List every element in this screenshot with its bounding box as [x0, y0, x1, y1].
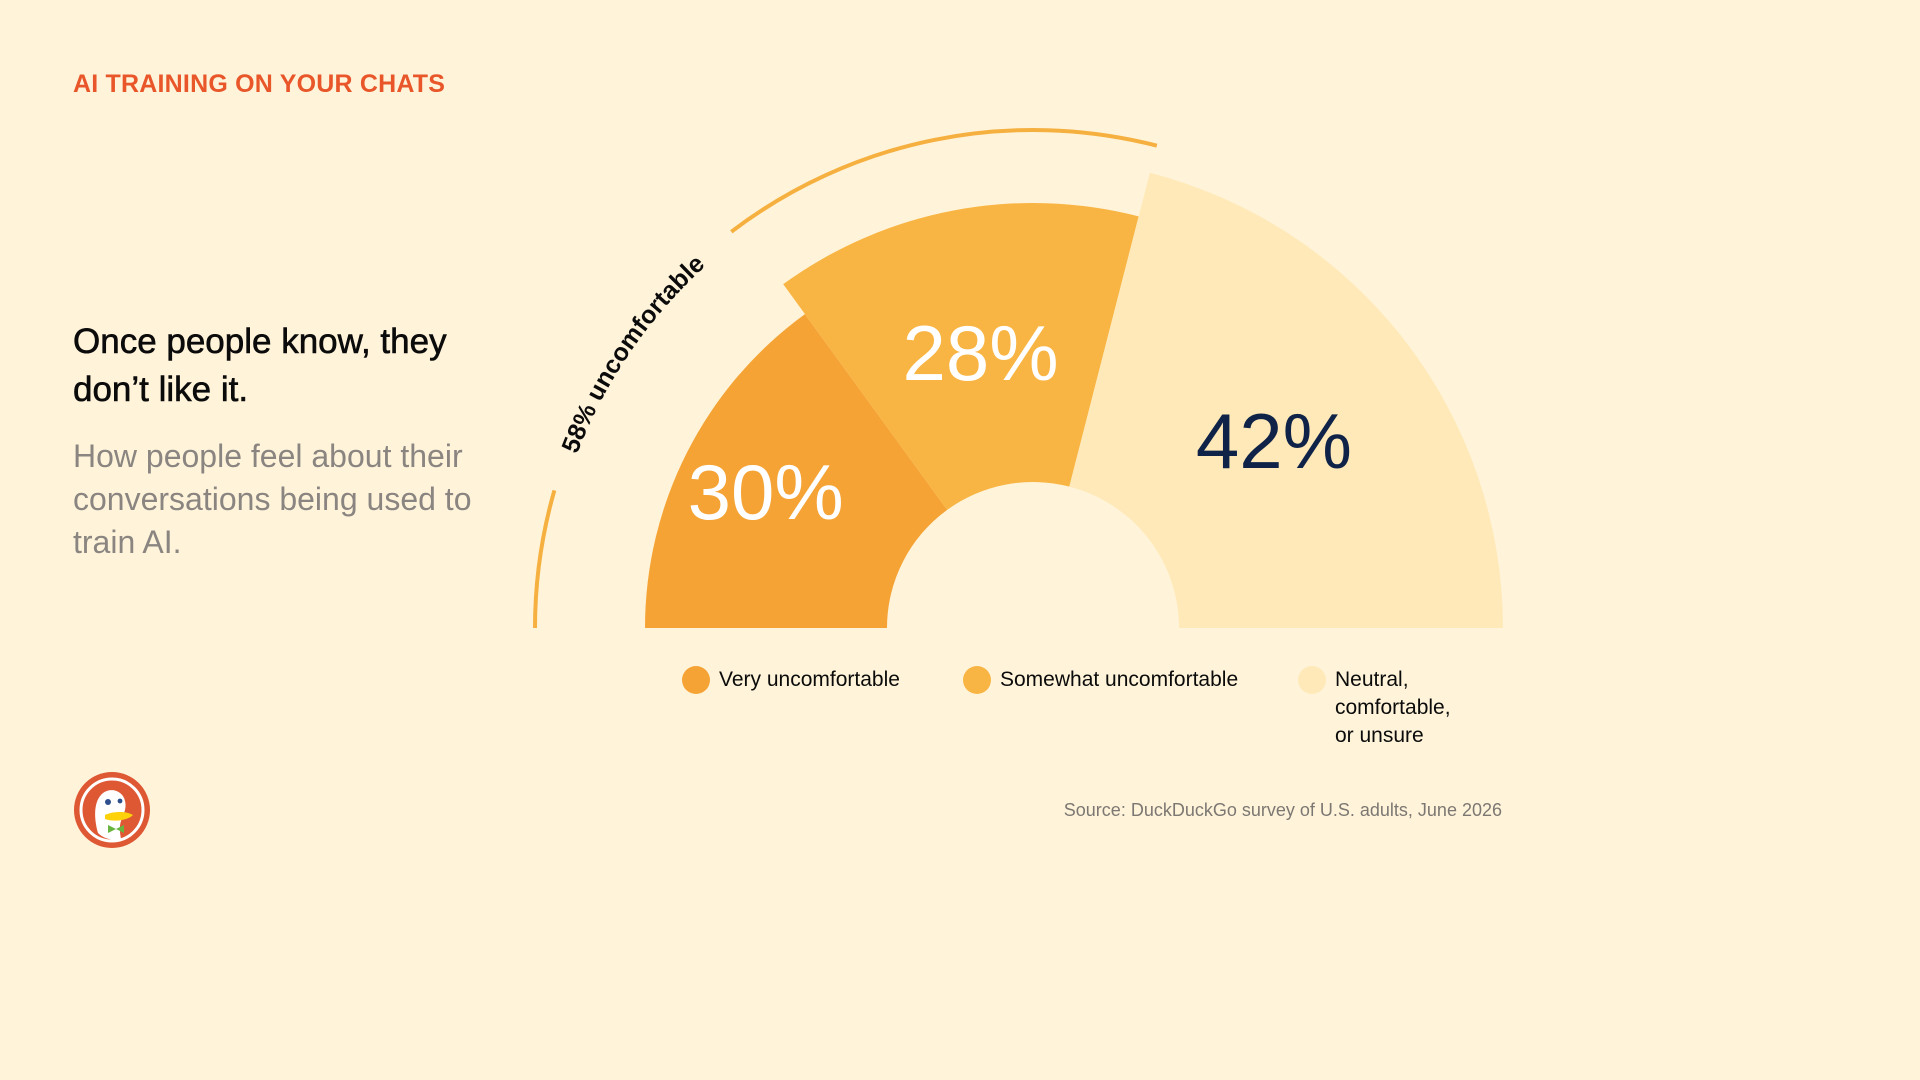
- legend-item-very-uncomfortable: Very uncomfortable: [682, 666, 900, 694]
- subheadline: How people feel about their conversation…: [73, 438, 472, 560]
- duckduckgo-logo-icon: [74, 772, 150, 848]
- source-note: Source: DuckDuckGo survey of U.S. adults…: [1063, 800, 1502, 820]
- chart-slice: [645, 314, 948, 628]
- chart-slice: [783, 203, 1139, 510]
- slice-value-label: 42%: [1196, 397, 1352, 485]
- legend-swatch: [682, 666, 710, 694]
- eyebrow-title: AI TRAINING ON YOUR CHATS: [73, 70, 446, 98]
- chart-slice: [1069, 172, 1503, 628]
- legend-item-neutral: Neutral, comfortable, or unsure: [1298, 666, 1451, 750]
- legend-item-somewhat-uncomfortable: Somewhat uncomfortable: [963, 666, 1238, 694]
- legend-label: Neutral, comfortable, or unsure: [1335, 668, 1451, 747]
- legend-swatch: [1298, 666, 1326, 694]
- slice-value-label: 28%: [902, 309, 1058, 397]
- legend-label: Very uncomfortable: [719, 668, 900, 691]
- semicircle-chart: 30% 28% 42% 58% uncomfortable: [533, 128, 1503, 629]
- headline: Once people know, they don’t like it.: [73, 322, 447, 410]
- infographic: AI TRAINING ON YOUR CHATS Once people kn…: [72, 70, 1503, 848]
- slice-value-label: 30%: [688, 448, 844, 536]
- annotation-label: 58% uncomfortable: [556, 250, 710, 457]
- legend-label: Somewhat uncomfortable: [1000, 668, 1239, 691]
- legend-swatch: [963, 666, 991, 694]
- annotation-bracket-arc: [730, 128, 1158, 234]
- annotation-bracket-arc: [533, 489, 557, 629]
